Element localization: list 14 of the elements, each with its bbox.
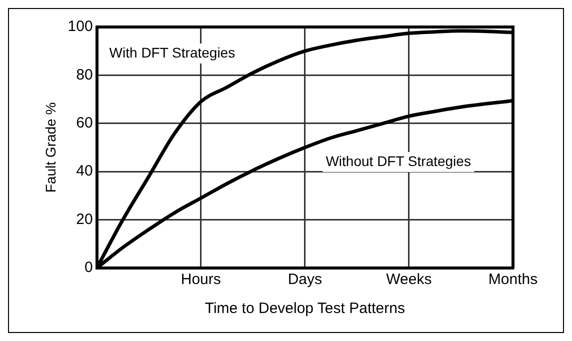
y-tick-label: 60	[76, 114, 93, 132]
y-tick-label: 40	[76, 162, 93, 180]
x-tick-label: Days	[288, 271, 322, 288]
y-axis-title: Fault Grade %	[42, 102, 58, 193]
y-tick-label: 0	[84, 259, 93, 276]
series-label: Without DFT Strategies	[326, 152, 471, 169]
x-tick-label: Weeks	[386, 271, 432, 288]
y-tick-label: 80	[76, 66, 93, 84]
x-tick-label: Hours	[180, 271, 221, 288]
x-axis-title: Time to Develop Test Patterns	[204, 300, 405, 318]
y-tick-label: 100	[68, 18, 93, 36]
x-tick-label: Months	[488, 271, 538, 288]
series-label: With DFT Strategies	[109, 44, 236, 60]
y-tick-label: 20	[76, 210, 93, 228]
